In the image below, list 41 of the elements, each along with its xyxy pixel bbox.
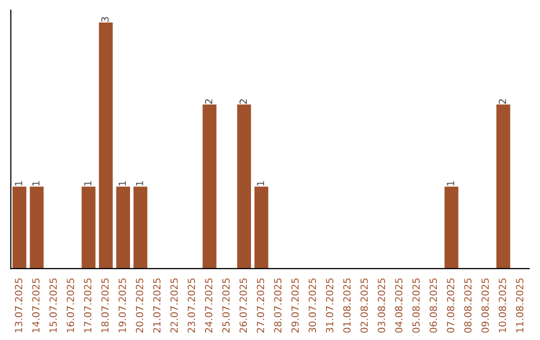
x-tick-label: 31.07.2025	[326, 278, 334, 333]
x-tick-label: 22.07.2025	[170, 278, 178, 333]
x-tick-label: 19.07.2025	[118, 278, 126, 332]
data-label: 1	[256, 181, 264, 186]
data-label: 1	[136, 181, 144, 186]
data-label: 2	[240, 99, 247, 104]
x-tick-label: 01.08.2025	[343, 278, 351, 333]
x-tick-label: 29.07.2025	[291, 278, 299, 333]
x-tick-label: 14.07.2025	[32, 278, 40, 332]
x-tick-label: 11.08.2025	[516, 278, 524, 332]
x-tick-label: 18.07.2025	[101, 278, 109, 332]
x-tick-label: 20.07.2025	[136, 278, 144, 333]
x-tick-label: 03.08.2025	[378, 278, 386, 333]
x-tick-label: 09.08.2025	[481, 278, 489, 333]
x-tick-label: 04.08.2025	[395, 278, 402, 333]
data-label: 2	[498, 99, 506, 104]
data-label: 1	[447, 181, 454, 186]
x-tick-label: 25.07.2025	[222, 278, 230, 333]
data-label: 1	[118, 181, 126, 186]
x-tick-label: 06.08.2025	[430, 278, 437, 333]
x-tick-label: 07.08.2025	[446, 278, 454, 333]
data-label: 3	[101, 17, 109, 22]
x-tick-label: 30.07.2025	[308, 278, 316, 333]
x-tick-label: 10.08.2025	[498, 278, 506, 332]
x-tick-label: 08.08.2025	[464, 278, 472, 333]
data-label: 1	[32, 181, 40, 186]
data-label: 1	[15, 181, 22, 186]
x-tick-label: 16.07.2025	[66, 278, 74, 332]
x-tick-label: 02.08.2025	[360, 278, 368, 333]
data-label: 1	[84, 181, 92, 186]
x-tick-label: 27.07.2025	[256, 278, 264, 333]
x-tick-label: 05.08.2025	[412, 278, 420, 333]
x-tick-label: 17.07.2025	[84, 278, 92, 332]
x-tick-label: 23.07.2025	[188, 278, 196, 333]
x-tick-label: 24.07.2025	[204, 278, 212, 333]
x-tick-label: 28.07.2025	[274, 278, 282, 333]
x-tick-label: 15.07.2025	[49, 278, 57, 332]
x-tick-label: 26.07.2025	[240, 278, 247, 333]
x-tick-label: 13.07.2025	[14, 278, 22, 332]
data-label: 2	[204, 99, 212, 104]
x-tick-label: 21.07.2025	[153, 278, 160, 333]
